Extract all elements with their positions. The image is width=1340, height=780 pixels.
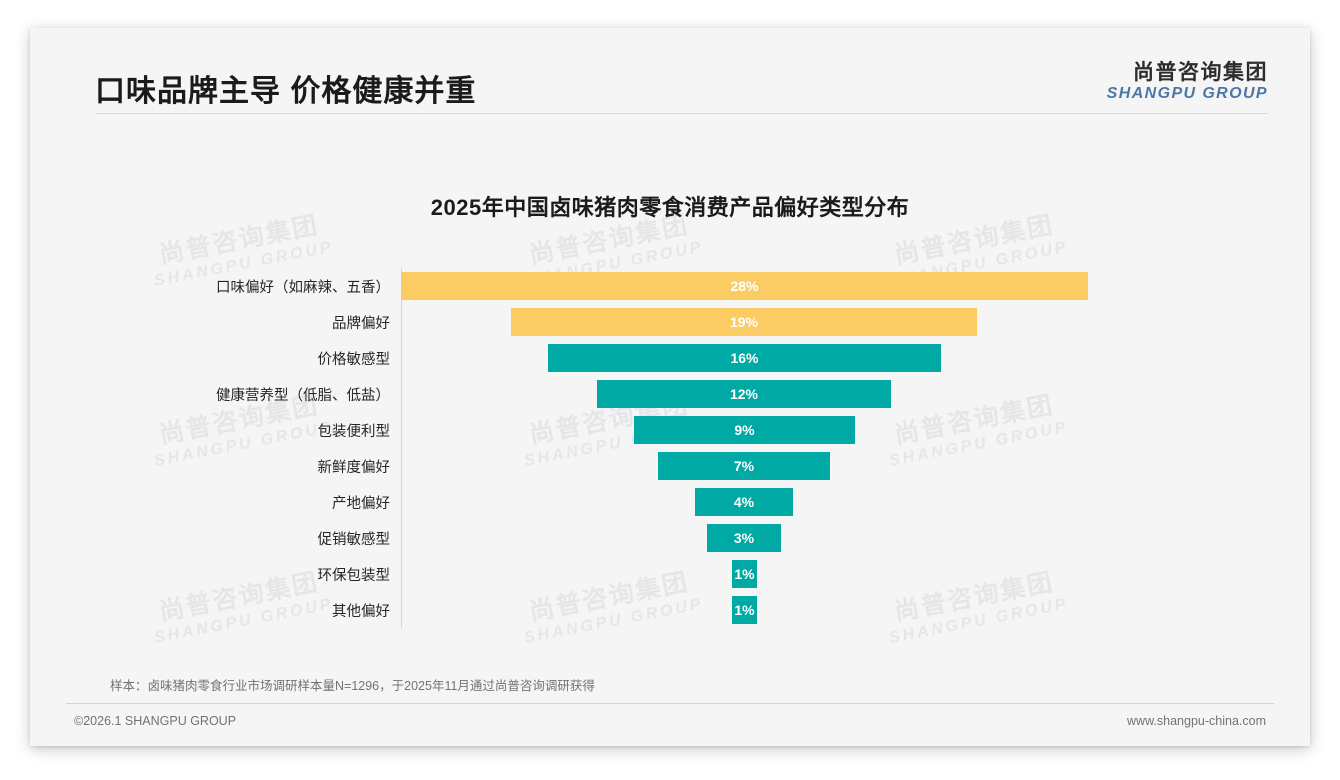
bar-value-label: 3%	[733, 530, 755, 546]
bar-value-label: 1%	[734, 602, 755, 618]
category-label: 包装便利型	[317, 423, 391, 440]
category-label: 健康营养型（低脂、低盐）	[216, 387, 390, 404]
category-label: 环保包装型	[317, 567, 391, 584]
chart-bar[interactable]: 4%	[695, 488, 793, 516]
category-label: 口味偏好（如麻辣、五香）	[216, 279, 390, 296]
footer-divider	[66, 703, 1274, 704]
chart-title: 2025年中国卤味猪肉零食消费产品偏好类型分布	[430, 195, 910, 220]
chart-bar[interactable]: 12%	[597, 380, 891, 408]
page-title: 口味品牌主导 价格健康并重	[95, 75, 477, 108]
category-label: 价格敏感型	[317, 351, 391, 368]
website-text: www.shangpu-china.com	[1127, 714, 1266, 728]
bar-track: 19%	[401, 304, 1230, 340]
brand-logo-cn: 尚普咨询集团	[1133, 61, 1268, 84]
category-label: 品牌偏好	[332, 315, 390, 332]
bar-value-label: 7%	[733, 458, 755, 474]
source-note: 样本：卤味猪肉零食行业市场调研样本量N=1296，于2025年11月通过尚普咨询…	[110, 679, 595, 693]
bar-track: 12%	[401, 376, 1230, 412]
bar-track: 1%	[401, 592, 1230, 628]
bar-rows: 口味偏好（如麻辣、五香） 28% 品牌偏好 19% 价格敏感型 16% 健康营养型（低脂、低…	[100, 268, 1230, 628]
chart-plot-area: 口味偏好（如麻辣、五香） 28% 品牌偏好 19% 价格敏感型 16% 健康营养型（低脂、低…	[100, 268, 1230, 628]
chart-row: 促销敏感型 3%	[100, 520, 1230, 556]
chart-row: 产地偏好 4%	[100, 484, 1230, 520]
bar-track: 7%	[401, 448, 1230, 484]
chart-row: 口味偏好（如麻辣、五香） 28%	[100, 268, 1230, 304]
bar-value-label: 9%	[734, 422, 755, 438]
chart-bar[interactable]: 16%	[548, 344, 941, 372]
chart-bar[interactable]: 9%	[634, 416, 855, 444]
chart-container: 2025年中国卤味猪肉零食消费产品偏好类型分布 口味偏好（如麻辣、五香） 28% 品…	[30, 120, 1310, 680]
chart-bar[interactable]: 1%	[732, 560, 757, 588]
brand-logo-en: SHANGPU GROUP	[1106, 84, 1268, 102]
bar-value-label: 12%	[729, 386, 759, 402]
bar-track: 9%	[401, 412, 1230, 448]
bar-value-label: 16%	[730, 350, 759, 366]
chart-row: 其他偏好 1%	[100, 592, 1230, 628]
bar-track: 1%	[401, 556, 1230, 592]
chart-bar[interactable]: 7%	[658, 452, 830, 480]
chart-row: 价格敏感型 16%	[100, 340, 1230, 376]
chart-row: 包装便利型 9%	[100, 412, 1230, 448]
chart-bar[interactable]: 19%	[511, 308, 977, 336]
chart-row: 健康营养型（低脂、低盐） 12%	[100, 376, 1230, 412]
category-label: 新鲜度偏好	[317, 459, 391, 476]
bar-value-label: 4%	[733, 494, 755, 510]
chart-bar[interactable]: 28%	[401, 272, 1088, 300]
category-label: 其他偏好	[332, 603, 390, 620]
chart-row: 环保包装型 1%	[100, 556, 1230, 592]
chart-bar[interactable]: 1%	[732, 596, 757, 624]
category-axis-line	[401, 268, 402, 628]
slide-header: 口味品牌主导 价格健康并重 尚普咨询集团 SHANGPU GROUP	[30, 28, 1310, 120]
bar-value-label: 1%	[734, 566, 755, 582]
brand-logo: 尚普咨询集团 SHANGPU GROUP	[1107, 61, 1268, 102]
bar-value-label: 28%	[730, 278, 759, 294]
chart-row: 品牌偏好 19%	[100, 304, 1230, 340]
category-label: 产地偏好	[332, 495, 390, 512]
copyright-text: ©2026.1 SHANGPU GROUP	[74, 714, 237, 728]
slide-canvas: 尚普咨询集团 SHANGPU GROUP 尚普咨询集团 SHANGPU GROU…	[30, 28, 1310, 746]
chart-bar[interactable]: 3%	[707, 524, 781, 552]
header-divider	[96, 113, 1268, 114]
bar-track: 3%	[401, 520, 1230, 556]
bar-track: 4%	[401, 484, 1230, 520]
slide-footer: ©2026.1 SHANGPU GROUP www.shangpu-china.…	[30, 704, 1310, 746]
bar-value-label: 19%	[729, 314, 759, 330]
bar-track: 16%	[401, 340, 1230, 376]
chart-row: 新鲜度偏好 7%	[100, 448, 1230, 484]
category-label: 促销敏感型	[317, 531, 391, 548]
bar-track: 28%	[401, 268, 1230, 304]
